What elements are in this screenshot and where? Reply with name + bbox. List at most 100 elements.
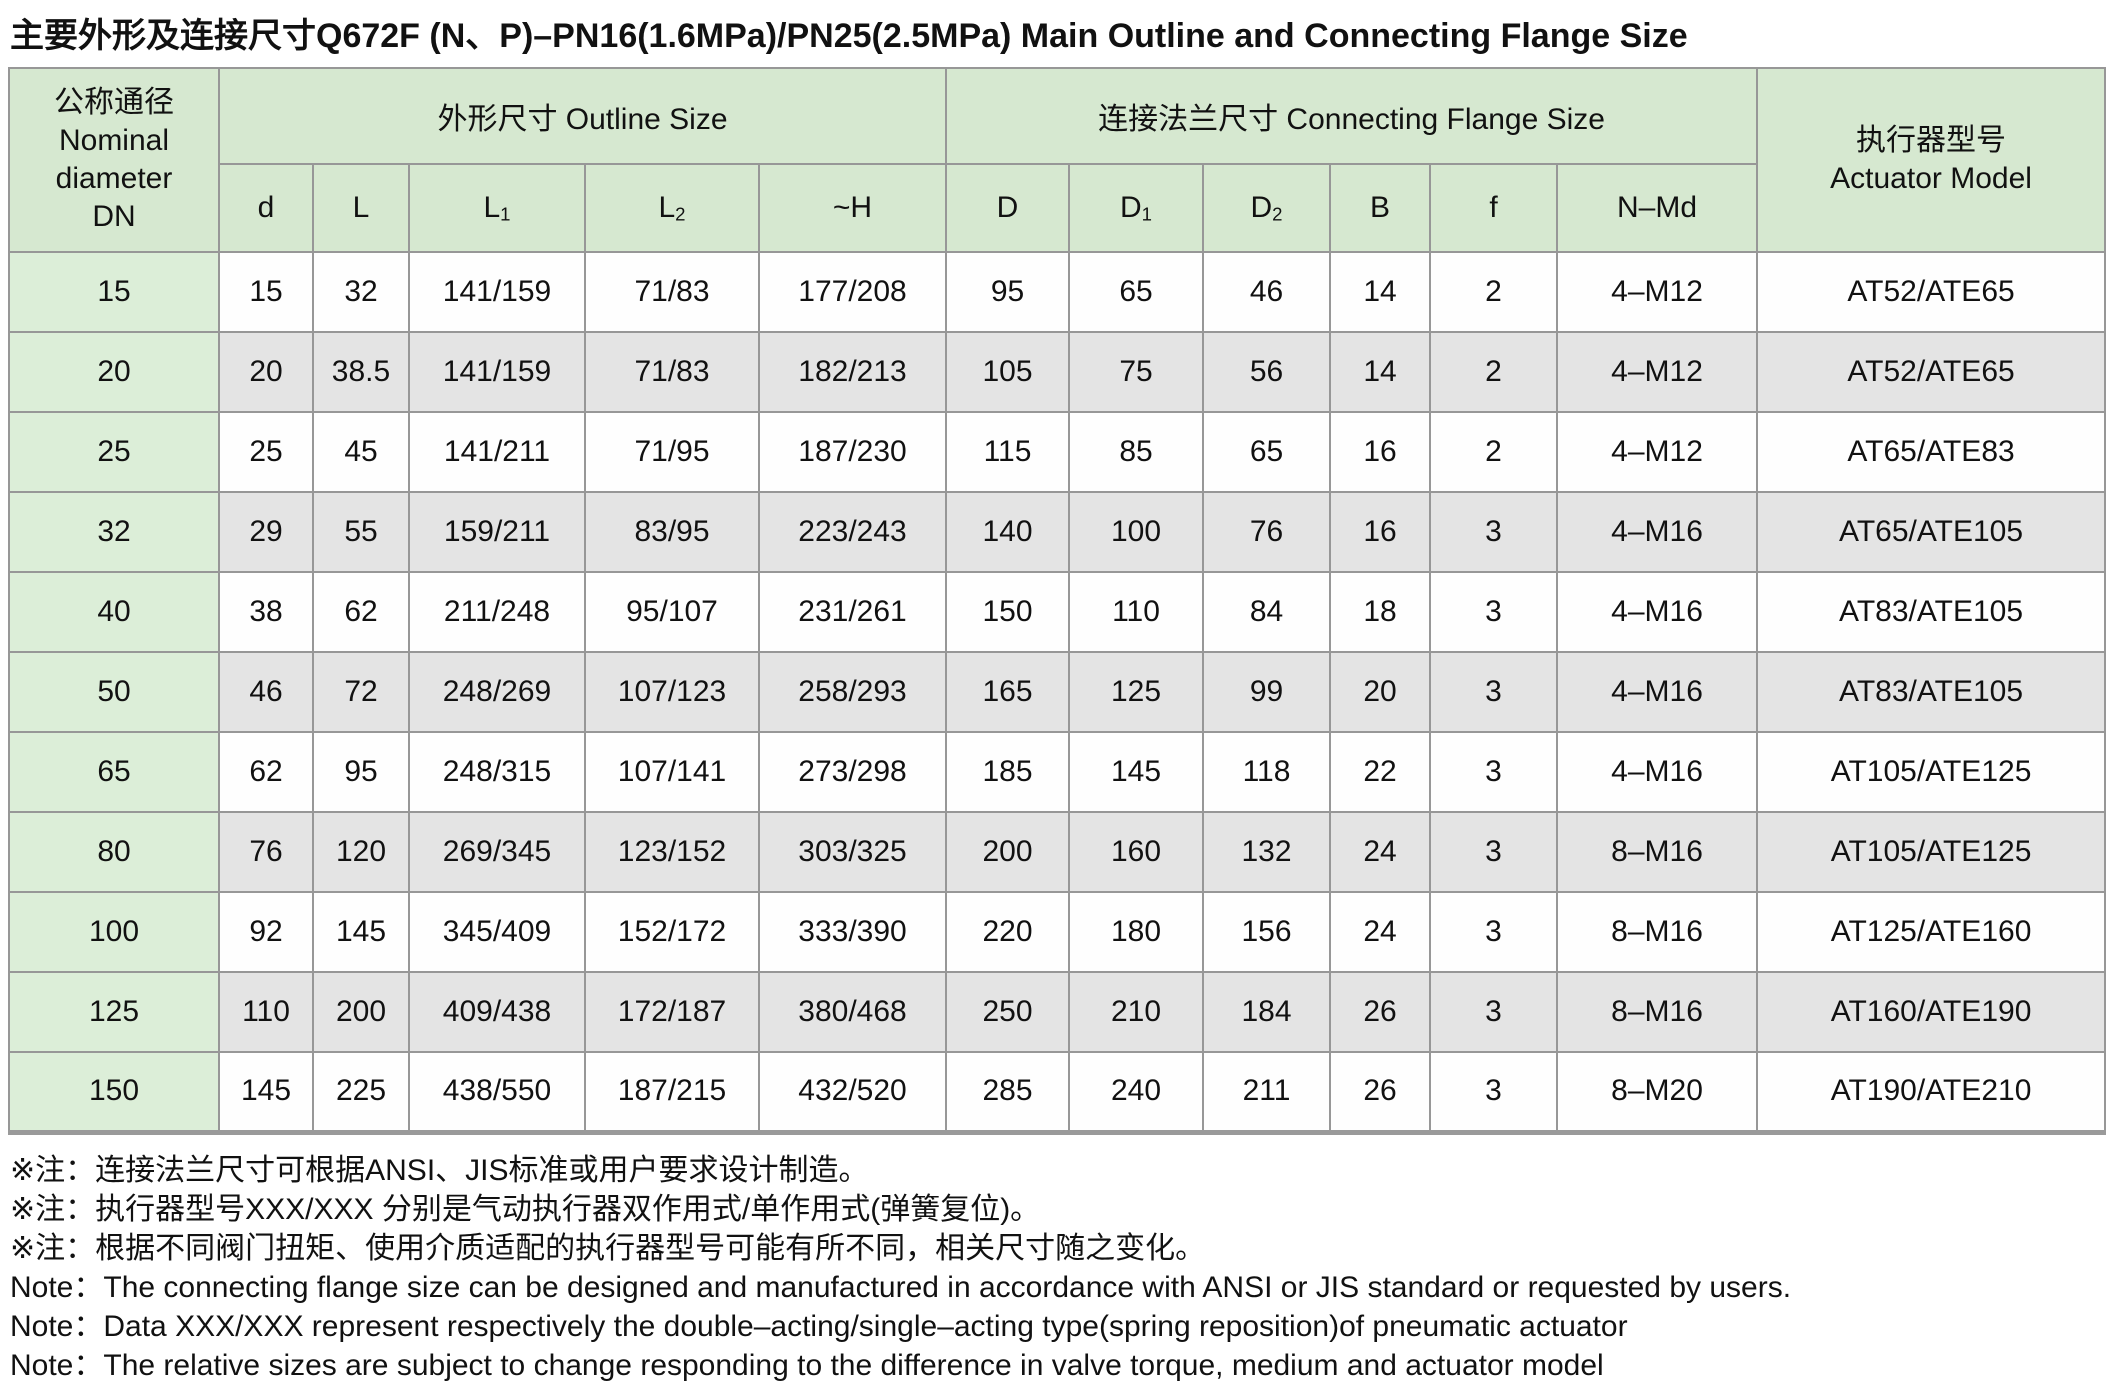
table-cell: 225 bbox=[312, 1051, 410, 1133]
table-cell: 95 bbox=[312, 731, 410, 813]
table-cell: 273/298 bbox=[757, 731, 948, 813]
table-cell: 187/215 bbox=[584, 1051, 760, 1133]
table-cell: 25 bbox=[218, 411, 314, 493]
table-cell: 150 bbox=[945, 571, 1071, 653]
table-cell: 14 bbox=[1329, 251, 1432, 333]
table-cell: 16 bbox=[1329, 491, 1432, 573]
column-header-subscript: 2 bbox=[675, 203, 686, 225]
table-cell: 4–M16 bbox=[1556, 491, 1759, 573]
table-cell: 46 bbox=[218, 651, 314, 733]
table-cell: 65 bbox=[1202, 411, 1332, 493]
table-cell: 3 bbox=[1429, 891, 1559, 973]
column-header-label: f bbox=[1489, 190, 1498, 224]
table-cell: 269/345 bbox=[408, 811, 586, 893]
table-row: 15 15 32 141/159 71/83 177/208 95 65 46 14 2 4–M12… bbox=[8, 251, 2107, 333]
table-cell: 4–M16 bbox=[1556, 731, 1759, 813]
table-cell: 83/95 bbox=[584, 491, 760, 573]
column-header: d bbox=[218, 163, 314, 253]
table-cell: 2 bbox=[1429, 251, 1559, 333]
table-cell: 140 bbox=[945, 491, 1071, 573]
table-cell: 141/211 bbox=[408, 411, 586, 493]
table-cell: 177/208 bbox=[757, 251, 948, 333]
group-header-row: 公称通径 Nominal diameter DN 外形尺寸 Outline Si… bbox=[8, 67, 2107, 253]
table-cell: 26 bbox=[1329, 971, 1432, 1053]
table-cell: 172/187 bbox=[584, 971, 760, 1053]
column-header-label: D bbox=[1250, 190, 1273, 224]
column-header: ~H bbox=[757, 163, 948, 253]
column-header: L bbox=[312, 163, 410, 253]
table-cell: 107/123 bbox=[584, 651, 760, 733]
table-cell: 152/172 bbox=[584, 891, 760, 973]
table-cell: 100 bbox=[1068, 491, 1205, 573]
table-cell: 62 bbox=[218, 731, 314, 813]
dn-cell: 50 bbox=[8, 651, 220, 733]
column-header-label: B bbox=[1370, 190, 1391, 224]
table-cell: 123/152 bbox=[584, 811, 760, 893]
table-cell: AT52/ATE65 bbox=[1756, 251, 2107, 333]
table-cell: 200 bbox=[312, 971, 410, 1053]
table-cell: 333/390 bbox=[757, 891, 948, 973]
column-header-label: D bbox=[996, 190, 1019, 224]
column-header: L2 bbox=[584, 163, 760, 253]
table-cell: 132 bbox=[1202, 811, 1332, 893]
column-header: f bbox=[1429, 163, 1559, 253]
table-cell: 211 bbox=[1202, 1051, 1332, 1133]
table-cell: 200 bbox=[945, 811, 1071, 893]
table-row: 20 20 38.5 141/159 71/83 182/213 105 75 56 14 2 4–… bbox=[8, 331, 2107, 413]
table-cell: 3 bbox=[1429, 571, 1559, 653]
table-cell: 2 bbox=[1429, 331, 1559, 413]
column-header-label: L bbox=[483, 190, 501, 224]
table-cell: 345/409 bbox=[408, 891, 586, 973]
table-cell: 76 bbox=[218, 811, 314, 893]
table-cell: 187/230 bbox=[757, 411, 948, 493]
table-cell: 231/261 bbox=[757, 571, 948, 653]
table-cell: 4–M16 bbox=[1556, 651, 1759, 733]
table-cell: 95 bbox=[945, 251, 1071, 333]
table-cell: 110 bbox=[218, 971, 314, 1053]
table-cell: 8–M16 bbox=[1556, 971, 1759, 1053]
table-cell: 210 bbox=[1068, 971, 1205, 1053]
dn-cell: 150 bbox=[8, 1051, 220, 1133]
dn-cell: 65 bbox=[8, 731, 220, 813]
table-cell: 71/83 bbox=[584, 251, 760, 333]
table-cell: 240 bbox=[1068, 1051, 1205, 1133]
table-cell: 72 bbox=[312, 651, 410, 733]
table-cell: 250 bbox=[945, 971, 1071, 1053]
table-cell: 4–M12 bbox=[1556, 411, 1759, 493]
column-header-subscript: 1 bbox=[500, 203, 511, 225]
page-title: 主要外形及连接尺寸Q672F (N、P)–PN16(1.6MPa)/PN25(2… bbox=[10, 17, 1688, 55]
table-row: 150 145 225 438/550 187/215 432/520 285 240 211… bbox=[8, 1051, 2107, 1133]
column-header: D1 bbox=[1068, 163, 1205, 253]
table-cell: AT52/ATE65 bbox=[1756, 331, 2107, 413]
table-cell: AT160/ATE190 bbox=[1756, 971, 2107, 1053]
table-cell: 99 bbox=[1202, 651, 1332, 733]
table-cell: 85 bbox=[1068, 411, 1205, 493]
table-cell: 20 bbox=[1329, 651, 1432, 733]
table-cell: AT125/ATE160 bbox=[1756, 891, 2107, 973]
table-cell: 105 bbox=[945, 331, 1071, 413]
table-body: 15 15 32 141/159 71/83 177/208 95 65 46 14 2 4–M12… bbox=[8, 251, 2107, 1133]
table-cell: 248/269 bbox=[408, 651, 586, 733]
table-cell: 8–M16 bbox=[1556, 891, 1759, 973]
table-cell: 409/438 bbox=[408, 971, 586, 1053]
table-cell: 26 bbox=[1329, 1051, 1432, 1133]
table-cell: 118 bbox=[1202, 731, 1332, 813]
table-row: 100 92 145 345/409 152/172 333/390 220 180 156 2… bbox=[8, 891, 2107, 973]
dn-cell: 80 bbox=[8, 811, 220, 893]
table-cell: 141/159 bbox=[408, 331, 586, 413]
table-cell: 55 bbox=[312, 491, 410, 573]
table-row: 32 29 55 159/211 83/95 223/243 140 100 76 16 3 4–M… bbox=[8, 491, 2107, 573]
table-cell: 3 bbox=[1429, 651, 1559, 733]
note-zh-2: ※注：执行器型号XXX/XXX 分别是气动执行器双作用式/单作用式(弹簧复位)。 bbox=[10, 1192, 1041, 1226]
table-cell: 65 bbox=[1068, 251, 1205, 333]
table-cell: 38 bbox=[218, 571, 314, 653]
column-header: D2 bbox=[1202, 163, 1332, 253]
table-cell: 185 bbox=[945, 731, 1071, 813]
column-header: D bbox=[945, 163, 1071, 253]
table-cell: 258/293 bbox=[757, 651, 948, 733]
table-cell: 145 bbox=[218, 1051, 314, 1133]
table-cell: 145 bbox=[1068, 731, 1205, 813]
table-cell: 438/550 bbox=[408, 1051, 586, 1133]
table-cell: 8–M16 bbox=[1556, 811, 1759, 893]
table-cell: 4–M12 bbox=[1556, 251, 1759, 333]
